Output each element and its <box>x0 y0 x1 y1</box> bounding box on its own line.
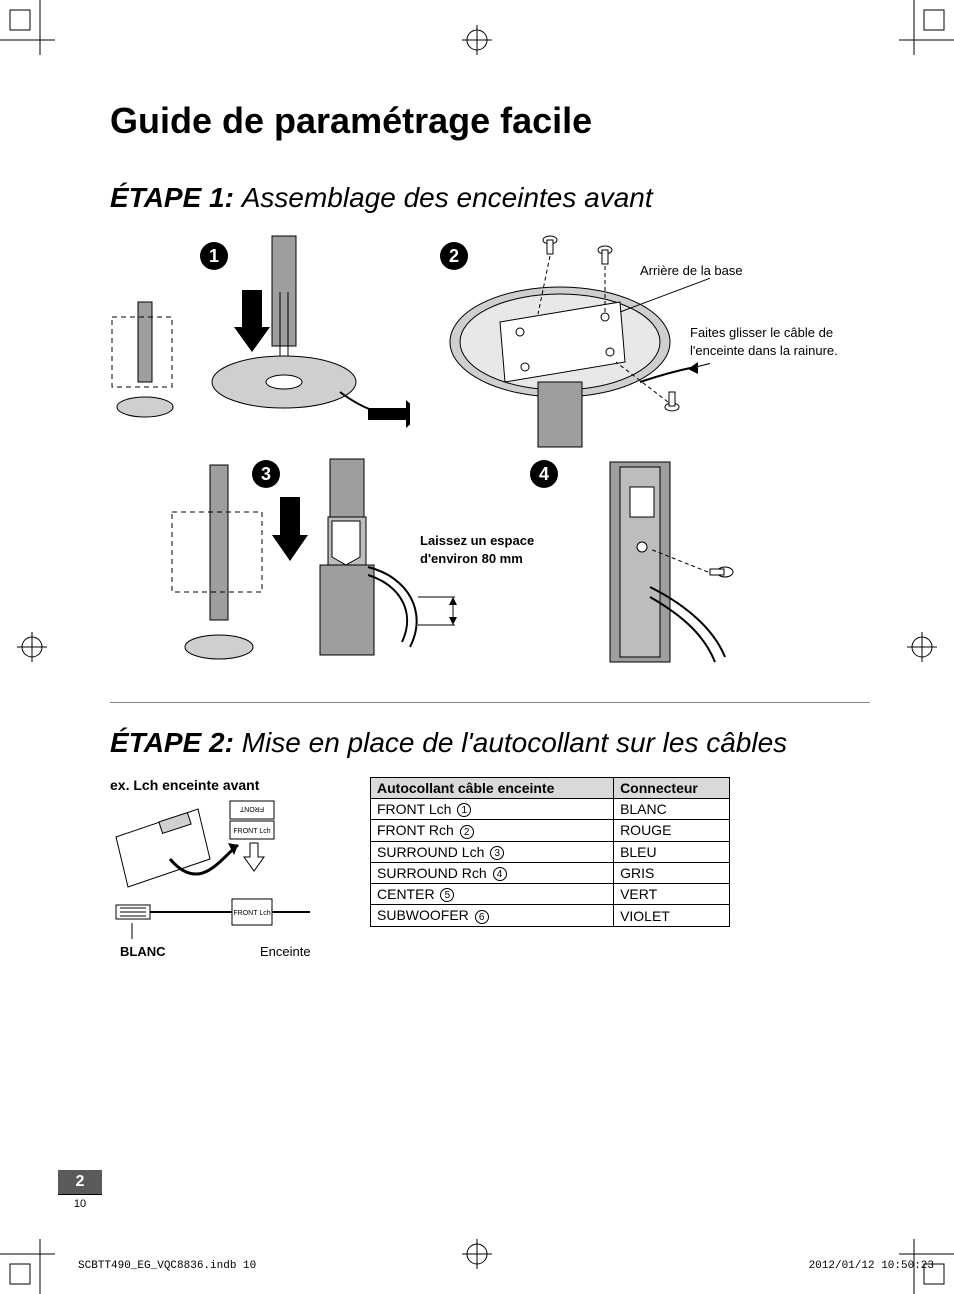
step1-diagram: 1 2 3 4 <box>110 232 870 672</box>
cell-color: VERT <box>614 884 730 905</box>
fig-4 <box>550 457 770 667</box>
svg-text:FRONT Lch: FRONT Lch <box>233 910 270 917</box>
th-sticker: Autocollant câble enceinte <box>371 778 614 799</box>
cell-label: FRONT Rch 2 <box>371 820 614 841</box>
step2-example: ex. Lch enceinte avant FRONT FRONT Lch <box>110 777 330 959</box>
cell-label: SUBWOOFER 6 <box>371 905 614 926</box>
step1-title: Assemblage des enceintes avant <box>242 182 653 213</box>
table-row: SUBWOOFER 6VIOLET <box>371 905 730 926</box>
cell-label: SURROUND Lch 3 <box>371 841 614 862</box>
svg-text:FRONT Lch: FRONT Lch <box>233 828 270 835</box>
page-number: 10 <box>58 1194 102 1210</box>
cell-color: BLANC <box>614 799 730 820</box>
cell-label: FRONT Lch 1 <box>371 799 614 820</box>
table-row: FRONT Lch 1BLANC <box>371 799 730 820</box>
cell-color: GRIS <box>614 862 730 883</box>
footer-timestamp: 2012/01/12 10:50:23 <box>809 1260 934 1272</box>
fig-example: FRONT FRONT Lch FRONT Lch <box>110 799 330 959</box>
annot-slide: Faites glisser le câble de l'enceinte da… <box>690 324 870 359</box>
table-row: FRONT Rch 2ROUGE <box>371 820 730 841</box>
step2-prefix: ÉTAPE 2: <box>110 727 234 758</box>
footer-file: SCBTT490_EG_VQC8836.indb 10 <box>78 1260 256 1272</box>
section-divider <box>110 702 870 703</box>
caption-enceinte: Enceinte <box>260 944 311 959</box>
page-tab: 2 10 <box>58 1170 102 1210</box>
cable-table: Autocollant câble enceinte Connecteur FR… <box>370 777 730 927</box>
annot-gap: Laissez un espace d'environ 80 mm <box>420 532 550 567</box>
cell-color: VIOLET <box>614 905 730 926</box>
annot-rear: Arrière de la base <box>640 262 743 280</box>
caption-blanc: BLANC <box>120 944 166 959</box>
step2-title: Mise en place de l'autocollant sur les c… <box>242 727 787 758</box>
svg-text:FRONT: FRONT <box>239 805 264 812</box>
step1-prefix: ÉTAPE 1: <box>110 182 234 213</box>
example-label: ex. Lch enceinte avant <box>110 777 330 793</box>
print-footer: SCBTT490_EG_VQC8836.indb 10 2012/01/12 1… <box>78 1260 934 1272</box>
cell-label: CENTER 5 <box>371 884 614 905</box>
th-connector: Connecteur <box>614 778 730 799</box>
table-row: SURROUND Lch 3BLEU <box>371 841 730 862</box>
table-row: SURROUND Rch 4GRIS <box>371 862 730 883</box>
cell-color: BLEU <box>614 841 730 862</box>
table-row: CENTER 5VERT <box>371 884 730 905</box>
cell-color: ROUGE <box>614 820 730 841</box>
step2-heading: ÉTAPE 2: Mise en place de l'autocollant … <box>110 727 870 759</box>
section-number: 2 <box>58 1170 102 1194</box>
step1-heading: ÉTAPE 1: Assemblage des enceintes avant <box>110 182 870 214</box>
page-title: Guide de paramétrage facile <box>110 100 870 142</box>
cell-label: SURROUND Rch 4 <box>371 862 614 883</box>
fig-1 <box>110 232 410 452</box>
